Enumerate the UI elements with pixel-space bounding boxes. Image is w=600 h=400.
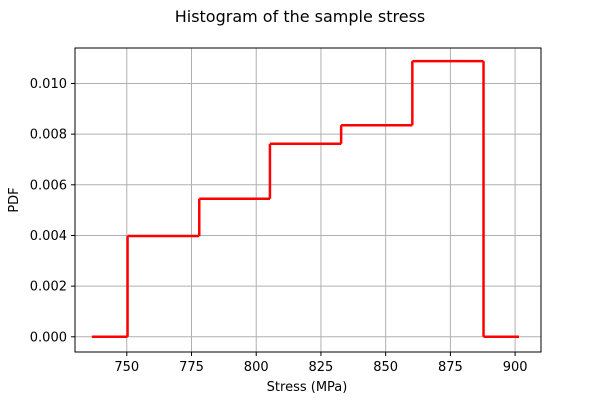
grid [75, 48, 541, 352]
x-tick-label: 800 [244, 360, 269, 375]
y-tick-label: 0.008 [30, 128, 67, 143]
x-tick-label: 775 [179, 360, 204, 375]
ticks: 750 775 800 825 850 875 900 0.000 0.002 0.004 0.00… [30, 77, 528, 375]
series-layer [91, 59, 519, 339]
y-tick-label: 0.006 [30, 178, 67, 193]
y-tick-label: 0.002 [30, 280, 67, 295]
plot-frame [74, 47, 542, 353]
x-tick-label: 825 [309, 360, 334, 375]
y-axis-label: PDF [7, 187, 22, 212]
chart-title: Histogram of the sample stress [175, 7, 426, 26]
y-tick-label: 0.004 [30, 229, 67, 244]
x-tick-label: 750 [114, 360, 139, 375]
x-tick-label: 875 [438, 360, 463, 375]
x-tick-label: 850 [373, 360, 398, 375]
y-tick-label: 0.000 [30, 330, 67, 345]
y-tick-label: 0.010 [30, 77, 67, 92]
x-tick-label: 900 [503, 360, 528, 375]
x-axis-label: Stress (MPa) [267, 380, 348, 395]
